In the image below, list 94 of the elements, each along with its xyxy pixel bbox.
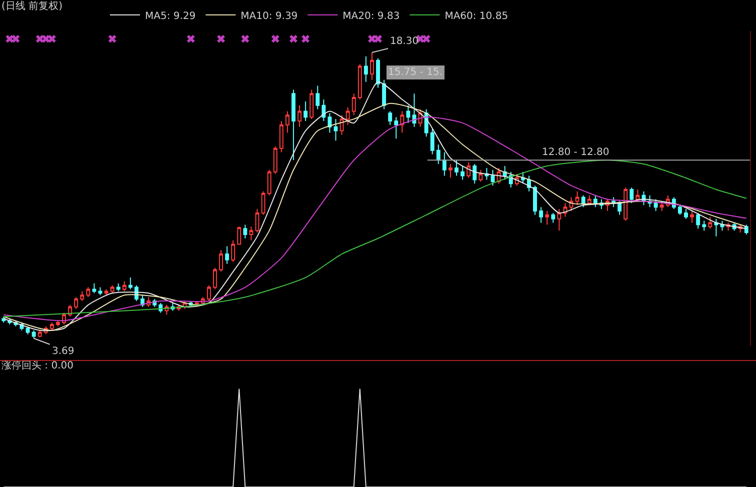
candlestick bbox=[328, 112, 332, 134]
candlestick bbox=[249, 226, 254, 241]
candlestick bbox=[128, 277, 132, 290]
chart-title: (日线 前复权) bbox=[2, 0, 63, 12]
candlestick bbox=[484, 167, 489, 180]
candlestick bbox=[358, 64, 362, 100]
candlestick bbox=[696, 212, 700, 230]
candlestick bbox=[122, 280, 126, 292]
candlestick bbox=[80, 290, 84, 302]
candlestick bbox=[340, 114, 344, 136]
candlestick bbox=[618, 200, 622, 216]
candlestick bbox=[442, 152, 446, 176]
candlestick bbox=[714, 218, 718, 237]
candlestick bbox=[292, 89, 296, 161]
candlestick bbox=[98, 286, 102, 296]
candlestick bbox=[654, 198, 658, 212]
legend-label: MA20: 9.83 bbox=[342, 10, 400, 22]
candlestick bbox=[430, 128, 434, 155]
candlestick bbox=[26, 326, 30, 335]
candlestick bbox=[62, 312, 66, 325]
candlestick bbox=[684, 208, 688, 220]
candlestick bbox=[388, 110, 392, 126]
candlestick bbox=[346, 106, 350, 126]
candlestick bbox=[279, 120, 284, 153]
candlestick bbox=[74, 296, 78, 310]
annotation: 18.30 bbox=[390, 36, 419, 47]
candlestick bbox=[400, 110, 404, 134]
candlestick bbox=[394, 116, 398, 140]
candlestick bbox=[382, 79, 386, 110]
candlestick bbox=[298, 104, 302, 128]
candlestick bbox=[285, 110, 290, 134]
candlestick bbox=[364, 56, 368, 82]
candlestick bbox=[539, 206, 544, 224]
candlestick bbox=[267, 169, 272, 196]
candlestick bbox=[370, 52, 374, 80]
candlestick bbox=[466, 162, 471, 178]
legend-label: MA5: 9.29 bbox=[145, 10, 196, 22]
annotation: 3.69 bbox=[52, 346, 74, 357]
candlestick bbox=[86, 286, 90, 298]
candlestick bbox=[255, 208, 260, 234]
candlestick bbox=[720, 220, 724, 232]
candlestick bbox=[702, 220, 706, 232]
candlestick bbox=[376, 58, 380, 88]
candlestick bbox=[472, 164, 477, 184]
candlestick bbox=[261, 190, 266, 216]
candlestick bbox=[352, 93, 356, 116]
candlestick bbox=[116, 282, 120, 292]
candlestick bbox=[273, 146, 278, 174]
candlestick bbox=[225, 246, 230, 264]
candlestick bbox=[316, 85, 320, 110]
candlestick bbox=[231, 240, 236, 262]
legend-label: MA10: 9.39 bbox=[240, 10, 298, 22]
candlestick bbox=[708, 216, 712, 230]
candlestick bbox=[587, 194, 592, 206]
candlestick bbox=[213, 267, 217, 290]
candlestick bbox=[406, 104, 410, 124]
candlestick bbox=[219, 250, 223, 272]
candlestick bbox=[448, 164, 452, 178]
candlestick bbox=[460, 166, 465, 180]
candlestick bbox=[436, 144, 440, 165]
candlestick bbox=[744, 224, 748, 235]
candlestick bbox=[206, 284, 211, 302]
candlestick bbox=[490, 169, 495, 186]
candlestick bbox=[38, 330, 42, 338]
candlestick bbox=[593, 194, 598, 208]
candlestick bbox=[92, 282, 96, 294]
candlestick bbox=[56, 320, 60, 327]
candlestick bbox=[50, 322, 54, 331]
candlestick bbox=[32, 330, 36, 339]
candlestick bbox=[630, 187, 634, 204]
candlestick bbox=[690, 210, 694, 224]
ref-line-label: 12.80 - 12.80 bbox=[542, 147, 610, 158]
candlestick bbox=[624, 187, 628, 222]
candlestick bbox=[533, 185, 537, 216]
candlestick bbox=[478, 169, 483, 182]
candlestick bbox=[334, 118, 338, 142]
candlestick bbox=[575, 190, 580, 206]
candlestick bbox=[304, 100, 308, 122]
candlestick bbox=[110, 284, 114, 294]
candlestick bbox=[551, 212, 556, 224]
candlestick bbox=[310, 89, 314, 120]
candlestick bbox=[660, 200, 664, 212]
candlestick bbox=[636, 188, 640, 202]
candlestick bbox=[678, 204, 682, 216]
candlestick bbox=[557, 208, 562, 232]
candlestick bbox=[581, 194, 586, 208]
candlestick bbox=[412, 93, 416, 128]
candlestick bbox=[104, 288, 108, 296]
legend-label: MA60: 10.85 bbox=[444, 10, 508, 22]
candlestick bbox=[322, 98, 326, 122]
candlestick bbox=[237, 226, 242, 245]
candlestick bbox=[545, 210, 550, 226]
candlestick bbox=[454, 160, 458, 176]
candlestick bbox=[243, 224, 248, 239]
